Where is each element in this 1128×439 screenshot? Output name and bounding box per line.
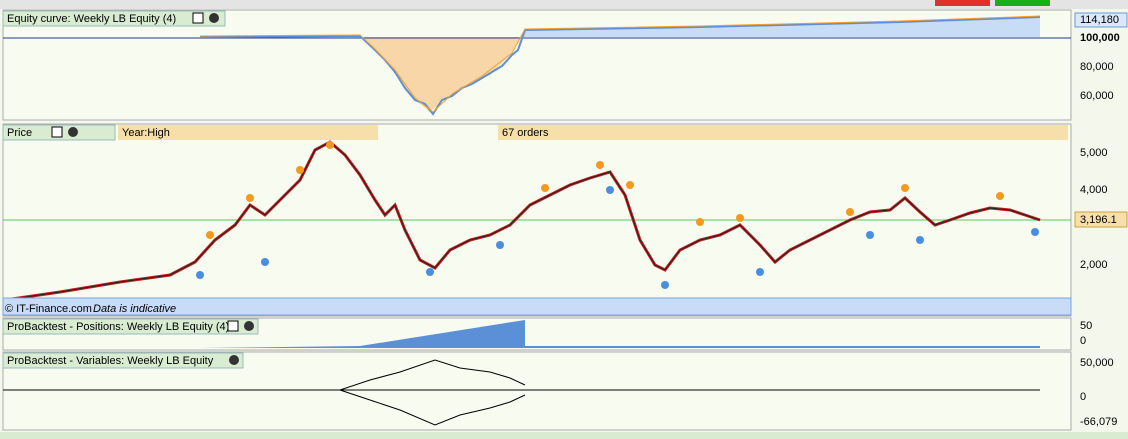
bottom-strip [0,432,1128,439]
price-axis-label: 3,196.1 [1080,214,1117,226]
data-note: Data is indicative [93,303,176,315]
top-strip [0,0,1128,9]
variables-axis-label: 50,000 [1080,357,1114,369]
window-icon[interactable] [51,126,63,138]
positions-area [200,320,525,348]
variable-lower [339,389,526,426]
close-icon[interactable] [244,321,254,331]
copyright: © IT-Finance.com [5,303,92,315]
sell-markers [206,141,1004,239]
positions-axis-label: 50 [1080,320,1092,332]
close-icon[interactable] [229,355,239,365]
equity-title: Equity curve: Weekly LB Equity (4) [7,13,176,25]
info-tag [118,125,378,140]
x-axis-strip [2,297,1072,316]
close-icon[interactable] [68,127,78,137]
equity-last-tag [1074,12,1128,28]
drawdown-fill [200,30,525,112]
equity-axis-label: 80,000 [1080,61,1114,73]
variable-upper [339,359,526,391]
positions-header [2,318,259,335]
price-info: Year:High [122,127,170,139]
window-icon[interactable] [192,12,204,24]
orders-tag [498,125,1068,140]
equity-axis-label: 60,000 [1080,90,1114,102]
variables-header [2,352,244,369]
positions-axis-label: 0 [1080,335,1086,347]
window-icon[interactable] [227,320,239,332]
price-axis-label: 2,000 [1080,259,1108,271]
orders-count: 67 orders [502,127,549,139]
price-curve-inner [4,141,1041,301]
buy-markers [196,186,1039,289]
equity-curve [199,16,1041,116]
variables-title: ProBacktest - Variables: Weekly LB Equit… [7,355,214,367]
variables-axis-label: 0 [1080,391,1086,403]
price-axis-label: 5,000 [1080,147,1108,159]
toolbar-red[interactable] [935,0,990,6]
equity-curve-2 [199,15,1041,113]
equity-header [2,10,226,27]
equity-axis-label: 114,180 [1080,14,1119,26]
price-title: Price [7,127,32,139]
last-price-tag [1074,211,1128,228]
variables-axis-label: -66,079 [1080,416,1117,428]
price-axis-label: 4,000 [1080,184,1108,196]
close-icon[interactable] [209,13,219,23]
toolbar-green[interactable] [995,0,1050,6]
equity-axis-label: 100,000 [1080,32,1120,44]
positions-title: ProBacktest - Positions: Weekly LB Equit… [7,321,229,333]
